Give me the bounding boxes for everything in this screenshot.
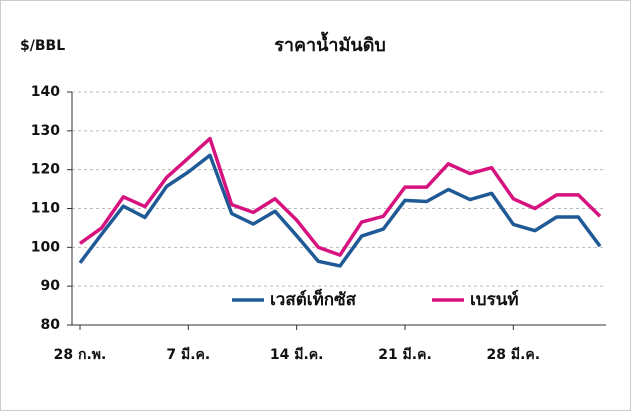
legend-label: เบรนท์ (470, 289, 519, 310)
legend-label: เวสต์เท็กซัส (270, 287, 357, 310)
x-tick-label: 28 ก.พ. (54, 347, 107, 363)
series-line (78, 153, 602, 268)
y-tick-label: 140 (31, 84, 60, 100)
x-tick-label: 28 มี.ค. (487, 347, 541, 363)
y-tick-label: 110 (31, 201, 60, 217)
x-tick-label: 14 มี.ค. (270, 347, 324, 363)
y-axis-label: $/BBL (20, 38, 65, 54)
series-line (78, 136, 602, 257)
chart-title: ราคาน้ำมันดิบ (274, 31, 386, 56)
y-tick-label: 80 (41, 317, 61, 333)
x-tick-label: 7 มี.ค. (166, 347, 210, 363)
x-tick-label: 21 มี.ค. (378, 347, 432, 363)
y-tick-label: 130 (31, 123, 60, 139)
y-tick-label: 100 (31, 239, 60, 255)
y-tick-label: 90 (41, 278, 61, 294)
y-tick-label: 120 (31, 162, 60, 178)
